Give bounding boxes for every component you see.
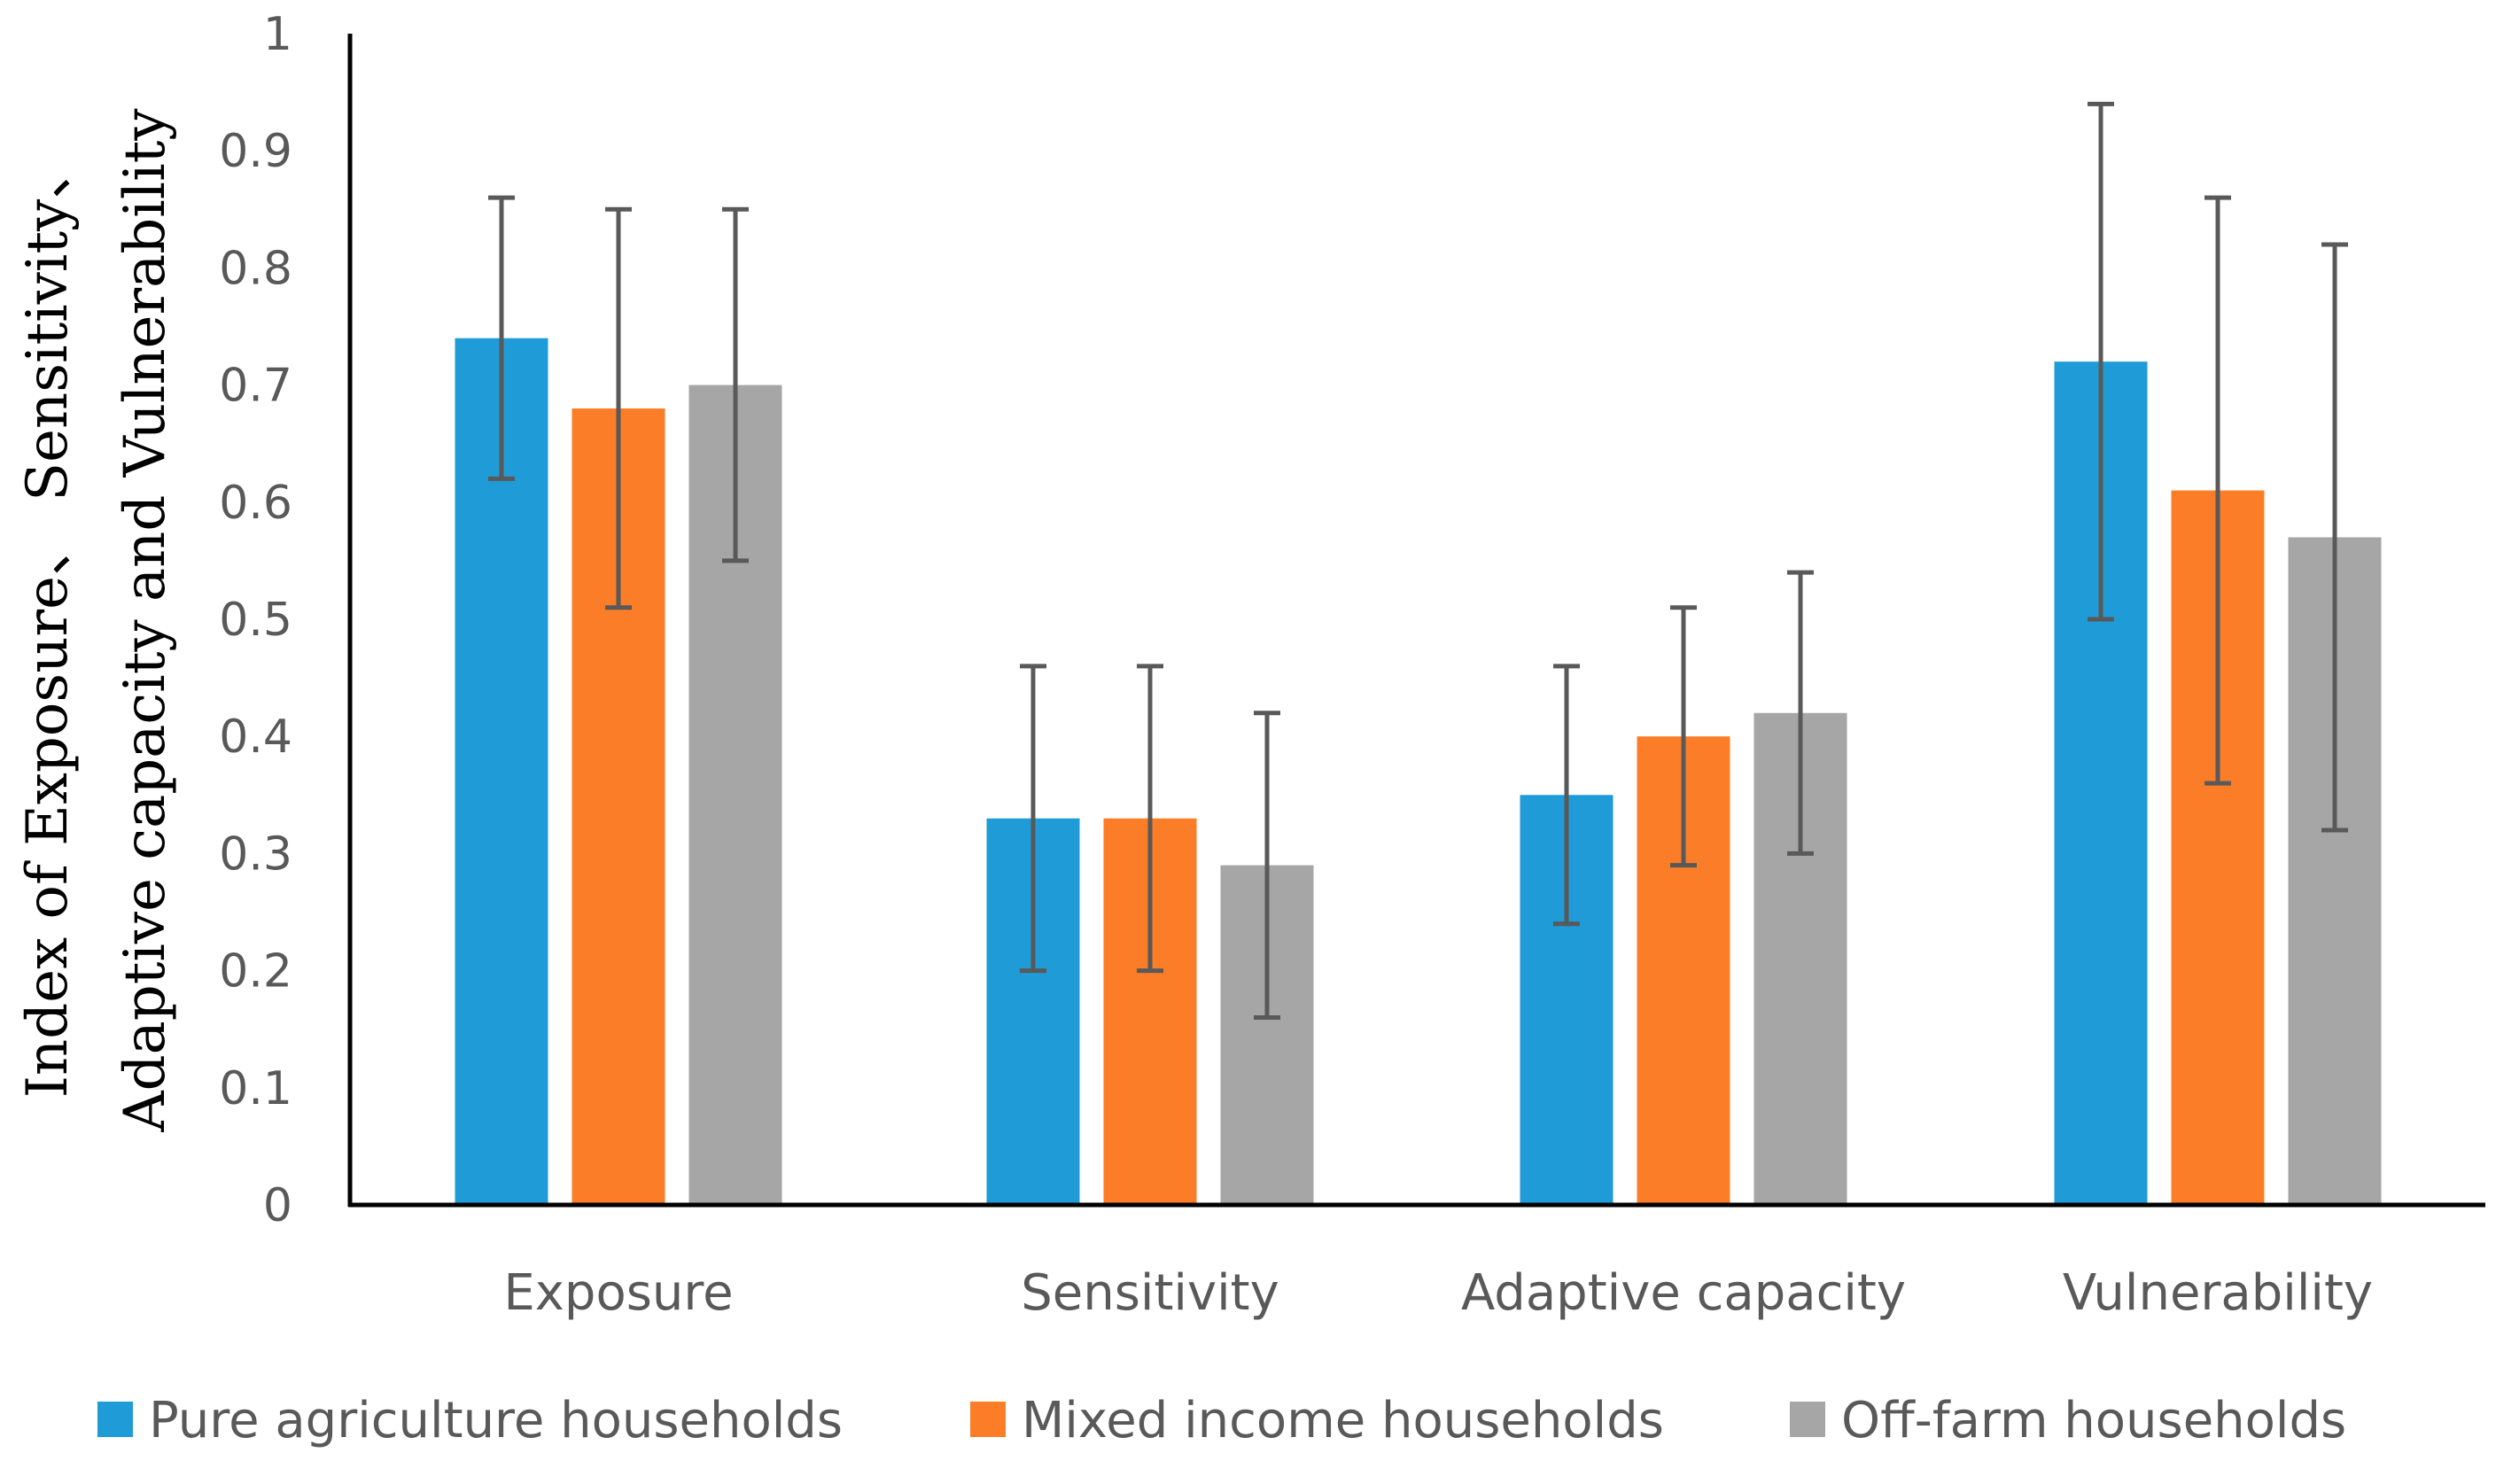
y-axis-ticks: 0 0.1 0.2 0.3 0.4 0.5 0.6 0.7 0.8 0.9 1 xyxy=(219,8,292,1232)
error-bar xyxy=(1254,711,1280,1020)
legend-swatch xyxy=(1790,1402,1825,1437)
error-bars xyxy=(488,101,2348,1020)
error-bar xyxy=(1670,605,1697,868)
legend-swatch xyxy=(97,1402,133,1437)
y-tick-label: 0.9 xyxy=(219,125,292,178)
category-labels: Exposure Sensitivity Adaptive capacity Vuln… xyxy=(503,1264,2373,1322)
y-tick-label: 0.2 xyxy=(219,945,292,998)
error-bar xyxy=(722,206,749,563)
error-bar xyxy=(488,195,515,481)
y-axis-title-line-2: Adaptive capacity and Vulnerability xyxy=(113,108,178,1132)
legend-item: Mixed income households xyxy=(970,1392,1664,1449)
error-bar xyxy=(1787,570,1814,856)
error-bar xyxy=(2204,195,2231,786)
axes xyxy=(347,34,2485,1208)
category-label: Adaptive capacity xyxy=(1461,1264,1906,1322)
y-tick-label: 0.4 xyxy=(219,711,292,764)
y-tick-label: 0.5 xyxy=(219,594,292,647)
legend-label: Mixed income households xyxy=(1022,1392,1664,1449)
legend-swatch xyxy=(970,1402,1006,1437)
bars xyxy=(455,338,2382,1206)
error-bar xyxy=(2321,242,2348,833)
error-bar xyxy=(1020,664,1046,974)
y-tick-label: 0.7 xyxy=(219,360,292,413)
legend-label: Off-farm households xyxy=(1841,1392,2346,1449)
error-bar xyxy=(1137,664,1163,974)
legend-item: Pure agriculture households xyxy=(97,1392,843,1449)
legend-label: Pure agriculture households xyxy=(149,1392,843,1449)
error-bar xyxy=(605,206,632,610)
error-bar xyxy=(1553,664,1580,927)
y-tick-label: 0.3 xyxy=(219,827,292,881)
y-axis-title-line-1: Index of Exposure、 Sensitivity、 xyxy=(15,143,81,1098)
y-tick-label: 0 xyxy=(263,1179,292,1232)
legend-item: Off-farm households xyxy=(1790,1392,2346,1449)
y-tick-label: 1 xyxy=(263,8,292,61)
y-tick-label: 0.8 xyxy=(219,242,292,295)
category-label: Vulnerability xyxy=(2063,1264,2373,1322)
bar xyxy=(455,338,548,1206)
y-axis-title: Index of Exposure、 Sensitivity、 Adaptive … xyxy=(15,108,178,1132)
category-label: Sensitivity xyxy=(1021,1264,1279,1322)
y-tick-label: 0.1 xyxy=(219,1062,292,1115)
y-tick-label: 0.6 xyxy=(219,477,292,530)
error-bar xyxy=(2088,101,2114,622)
category-label: Exposure xyxy=(503,1264,733,1322)
legend: Pure agriculture households Mixed income … xyxy=(97,1392,2346,1449)
